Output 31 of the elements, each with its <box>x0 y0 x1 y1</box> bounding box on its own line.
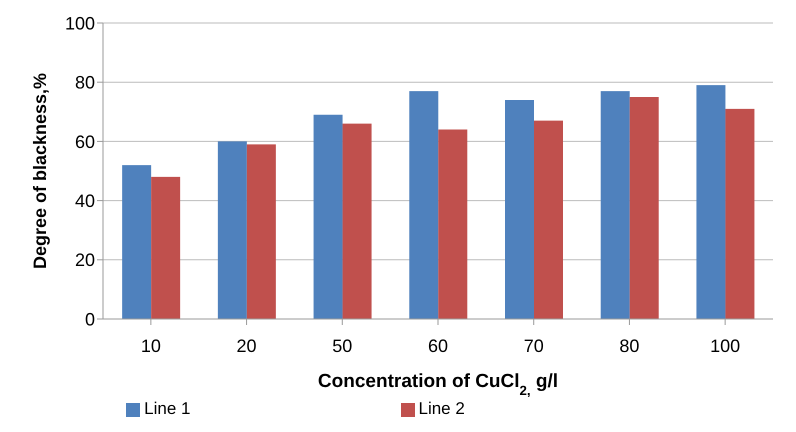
x-tick-label: 80 <box>619 336 640 356</box>
bar <box>151 176 180 319</box>
bar <box>246 144 276 319</box>
bar <box>696 85 726 319</box>
bar <box>505 100 534 319</box>
legend-label: Line 1 <box>144 399 190 418</box>
bar <box>342 124 372 319</box>
bar <box>630 97 659 319</box>
y-tick-label: 100 <box>64 13 95 34</box>
y-tick-label: 60 <box>74 132 95 152</box>
bar <box>409 91 438 319</box>
x-tick-label: 20 <box>236 336 257 356</box>
y-tick-label: 20 <box>74 250 95 270</box>
x-tick-label: 10 <box>140 336 161 356</box>
bar <box>314 114 343 319</box>
y-tick-label: 0 <box>84 309 95 330</box>
bar <box>122 165 152 319</box>
bar <box>534 120 563 319</box>
x-axis-title: Concentration of CuCl$_{2,}$ g/l <box>318 371 558 398</box>
x-tick-label: 100 <box>710 336 740 356</box>
bar <box>725 108 754 319</box>
y-tick-label: 80 <box>74 72 95 93</box>
x-tick-label: 70 <box>524 336 544 356</box>
bar <box>600 91 630 319</box>
y-axis-title: Degree of blackness,% <box>30 72 50 270</box>
y-tick-label: 40 <box>74 190 95 211</box>
legend-label: Line 2 <box>418 399 465 418</box>
bar <box>218 141 247 319</box>
x-tick-label: 50 <box>332 336 352 356</box>
x-tick-label: 60 <box>428 336 448 356</box>
bar <box>438 130 468 319</box>
